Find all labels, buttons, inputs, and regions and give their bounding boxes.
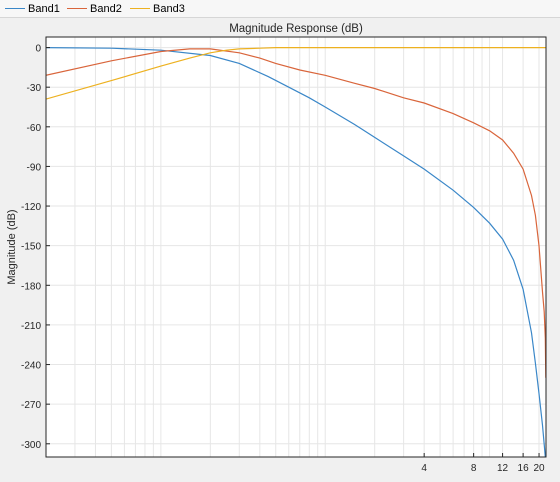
legend-item-band1[interactable]: Band1 bbox=[5, 2, 60, 15]
y-tick-label: -240 bbox=[21, 361, 41, 372]
y-tick-label: -120 bbox=[21, 202, 41, 213]
x-tick-label: 16 bbox=[518, 463, 530, 474]
legend-item-band3[interactable]: Band3 bbox=[130, 2, 185, 15]
series-line-band2 bbox=[46, 48, 546, 378]
legend-swatch bbox=[5, 8, 25, 9]
y-tick-label: -180 bbox=[21, 281, 41, 292]
plot-frame bbox=[45, 36, 547, 458]
y-axis-label: Magnitude (dB) bbox=[6, 209, 18, 284]
x-tick-label: 4 bbox=[421, 463, 427, 474]
y-tick-label: -210 bbox=[21, 321, 41, 332]
legend-label: Band3 bbox=[153, 2, 185, 15]
chart-title: Magnitude Response (dB) bbox=[229, 23, 363, 35]
plot-background bbox=[46, 37, 546, 457]
y-tick-label: -90 bbox=[27, 162, 42, 173]
series-line-band3 bbox=[46, 47, 546, 100]
y-tick-label: -150 bbox=[21, 242, 41, 253]
magnitude-response-chart: 0 -30 -60 -90 -120 -150 -180 -210 -240 -270 -300 4 8… bbox=[6, 23, 547, 482]
series-line-band1 bbox=[46, 47, 546, 457]
y-tick-label: -270 bbox=[21, 400, 41, 411]
x-tick-label: 20 bbox=[533, 463, 545, 474]
legend-item-band2[interactable]: Band2 bbox=[67, 2, 122, 15]
y-tick-label: -30 bbox=[27, 83, 42, 94]
y-tick-label: 0 bbox=[35, 44, 41, 55]
chart-area: 0 -30 -60 -90 -120 -150 -180 -210 -240 -270 -300 4 8… bbox=[0, 17, 560, 482]
y-tick-label: -60 bbox=[27, 123, 42, 134]
legend-swatch bbox=[67, 8, 87, 9]
x-tick-label: 8 bbox=[471, 463, 477, 474]
y-tick-label: -300 bbox=[21, 440, 41, 451]
legend-label: Band2 bbox=[90, 2, 122, 15]
legend-label: Band1 bbox=[28, 2, 60, 15]
legend-swatch bbox=[130, 8, 150, 9]
legend: Band1 Band2 Band3 bbox=[0, 0, 560, 18]
x-tick-label: 12 bbox=[497, 463, 509, 474]
